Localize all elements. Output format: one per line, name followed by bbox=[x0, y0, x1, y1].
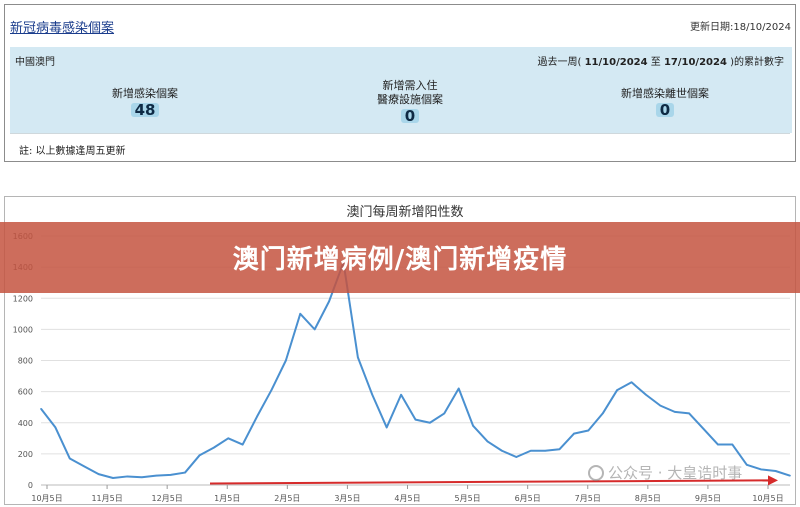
data-point bbox=[328, 300, 330, 303]
x-tick-label: 1月5日 bbox=[214, 494, 240, 503]
x-tick-label: 5月5日 bbox=[454, 494, 480, 503]
deaths-stat: 新增感染離世個案 0 bbox=[600, 87, 730, 119]
data-point bbox=[256, 415, 258, 418]
data-point bbox=[745, 463, 748, 466]
data-point bbox=[630, 381, 633, 384]
x-tick-label: 3月5日 bbox=[334, 494, 360, 503]
data-point bbox=[126, 475, 129, 478]
headline-text: 澳门新增病例/澳门新增疫情 bbox=[232, 245, 568, 275]
stats-summary: 中國澳門 過去一周( 11/10/2024 至 17/10/2024 )的累計數… bbox=[10, 47, 792, 133]
x-tick-label: 10月5日 bbox=[31, 494, 62, 503]
x-tick-label: 2月5日 bbox=[274, 494, 300, 503]
watermark-text: 公众号 · 大皇诰时事 bbox=[608, 464, 743, 482]
region-label: 中國澳門 bbox=[15, 57, 55, 68]
data-point bbox=[529, 449, 532, 452]
new-cases-value: 48 bbox=[130, 103, 160, 118]
data-point bbox=[601, 412, 604, 415]
data-point bbox=[760, 468, 762, 471]
hospitalized-label-1: 新增需入住 bbox=[382, 79, 438, 92]
data-point bbox=[112, 477, 114, 479]
data-point bbox=[717, 443, 719, 446]
covid-info-panel: 新冠病毒感染個案 更新日期:18/10/2024 中國澳門 過去一周( 11/1… bbox=[4, 4, 796, 162]
divider bbox=[10, 133, 790, 134]
data-point bbox=[457, 387, 460, 390]
data-point bbox=[198, 454, 201, 457]
data-point bbox=[486, 440, 489, 443]
data-point bbox=[429, 421, 431, 424]
data-point bbox=[616, 389, 618, 391]
data-point bbox=[558, 448, 561, 451]
data-point bbox=[645, 393, 647, 396]
deaths-value: 0 bbox=[655, 103, 675, 118]
period-label: 過去一周( 11/10/2024 至 17/10/2024 )的累計數字 bbox=[537, 57, 785, 68]
y-tick-label: 800 bbox=[18, 357, 33, 366]
x-tick-label: 7月5日 bbox=[575, 494, 601, 503]
hospitalized-value: 0 bbox=[400, 109, 420, 124]
data-point bbox=[688, 412, 690, 415]
data-point bbox=[544, 449, 546, 452]
series-line bbox=[40, 261, 791, 479]
update-date: 更新日期:18/10/2024 bbox=[689, 22, 791, 33]
data-point bbox=[213, 446, 215, 449]
wechat-logo-icon bbox=[588, 464, 604, 481]
hospitalized-stat: 新增需入住 醫療設施個案 0 bbox=[350, 79, 470, 125]
x-tick-label: 12月5日 bbox=[152, 494, 183, 503]
hospitalized-label-2: 醫療設施個案 bbox=[377, 93, 443, 106]
y-tick-label: 200 bbox=[18, 450, 33, 459]
data-point bbox=[573, 432, 575, 435]
update-note: 註: 以上數據逢周五更新 bbox=[19, 146, 126, 157]
data-point bbox=[515, 456, 518, 458]
data-point bbox=[141, 476, 143, 479]
data-point bbox=[313, 328, 316, 331]
trend-line bbox=[209, 479, 771, 485]
data-point bbox=[241, 443, 244, 446]
data-point bbox=[357, 356, 359, 359]
headline-banner: 澳门新增病例/澳门新增疫情 bbox=[0, 222, 800, 293]
data-point bbox=[587, 429, 590, 432]
data-point bbox=[169, 474, 172, 476]
data-point bbox=[69, 457, 71, 460]
trend-arrowhead bbox=[768, 475, 778, 486]
data-point bbox=[472, 425, 474, 427]
deaths-label: 新增感染離世個案 bbox=[621, 87, 709, 100]
new-cases-label: 新增感染個案 bbox=[112, 87, 178, 100]
y-tick-label: 1200 bbox=[13, 294, 33, 303]
data-point bbox=[659, 404, 662, 407]
x-tick-label: 6月5日 bbox=[515, 494, 541, 503]
data-point bbox=[83, 465, 86, 468]
data-point bbox=[40, 407, 42, 410]
data-point bbox=[155, 474, 158, 477]
x-tick-label: 11月5日 bbox=[91, 494, 122, 503]
data-point bbox=[443, 412, 446, 415]
data-point bbox=[299, 313, 302, 315]
y-tick-label: 600 bbox=[18, 388, 33, 397]
data-point bbox=[702, 428, 705, 430]
data-point bbox=[227, 437, 230, 440]
data-point bbox=[385, 426, 388, 429]
data-point bbox=[731, 443, 734, 446]
data-point bbox=[371, 393, 374, 396]
data-point bbox=[774, 470, 777, 472]
y-tick-label: 1000 bbox=[13, 325, 33, 334]
data-point bbox=[400, 393, 402, 396]
y-tick-label: 0 bbox=[28, 481, 33, 490]
data-point bbox=[270, 389, 273, 391]
data-point bbox=[673, 411, 676, 413]
data-point bbox=[184, 471, 186, 474]
wechat-watermark: 公众号 · 大皇诰时事 bbox=[588, 462, 742, 483]
y-tick-label: 400 bbox=[18, 419, 33, 428]
data-point bbox=[501, 449, 503, 452]
data-point bbox=[414, 418, 417, 421]
x-tick-label: 9月5日 bbox=[695, 494, 721, 503]
new-cases-stat: 新增感染個案 48 bbox=[95, 87, 195, 119]
chart-title: 澳门每周新增阳性数 bbox=[346, 204, 463, 220]
data-point bbox=[285, 359, 287, 362]
x-tick-label: 10月5日 bbox=[752, 494, 783, 503]
x-tick-label: 4月5日 bbox=[394, 494, 420, 503]
panel-title-link[interactable]: 新冠病毒感染個案 bbox=[10, 21, 115, 36]
data-point bbox=[54, 426, 57, 429]
data-point bbox=[97, 473, 100, 475]
data-point bbox=[789, 474, 791, 477]
x-tick-label: 8月5日 bbox=[635, 494, 661, 503]
